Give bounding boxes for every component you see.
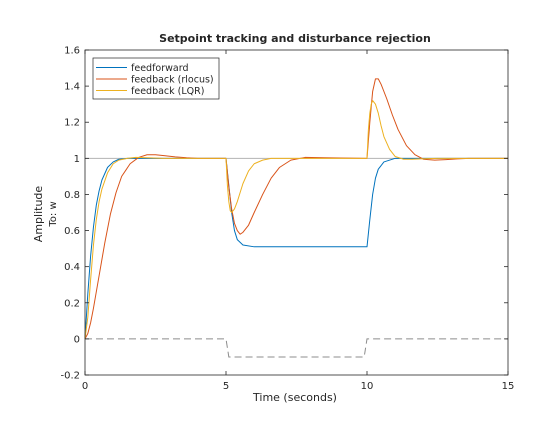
y-tick-label: 0.8 (64, 190, 80, 201)
legend: feedforward feedback (rlocus) feedback (… (92, 57, 220, 100)
x-tick-label: 0 (82, 381, 88, 392)
series-line-feedback-rlocus (84, 78, 508, 340)
disturbance-reference-line (85, 338, 508, 358)
y-tick-label: -0.2 (60, 371, 80, 382)
y-tick-label: 1.2 (64, 118, 80, 129)
legend-label-feedforward: feedforward (131, 63, 189, 74)
series-line-feedback-lqr (84, 100, 508, 339)
plot-area (85, 50, 508, 375)
series-line-feedforward (84, 157, 508, 339)
x-axis-label: Time (seconds) (252, 391, 337, 404)
y-tick-label: 0 (74, 334, 80, 345)
x-tick-label: 15 (502, 381, 515, 392)
y-tick-label: 1.6 (64, 46, 80, 57)
plot-frame (84, 49, 509, 376)
x-tick-label: 10 (361, 381, 374, 392)
y-tick-label: 1.4 (64, 82, 80, 93)
y-axis-sublabel: To: w (48, 201, 59, 227)
legend-label-feedback-rlocus: feedback (rlocus) (131, 75, 214, 86)
legend-label-feedback-lqr: feedback (LQR) (131, 86, 204, 97)
y-tick-label: 0.4 (64, 262, 80, 273)
y-axis-label: Amplitude (32, 186, 45, 243)
chart-title: Setpoint tracking and disturbance reject… (159, 32, 431, 45)
series-lines (84, 78, 508, 340)
y-tick-label: 0.6 (64, 226, 80, 237)
y-tick-label: 1 (74, 154, 80, 165)
x-tick-label: 5 (223, 381, 229, 392)
axis-ticks: 0 5 10 15-0.200.20.40.60.811.21.41.6 (60, 46, 514, 393)
y-tick-label: 0.2 (64, 298, 80, 309)
